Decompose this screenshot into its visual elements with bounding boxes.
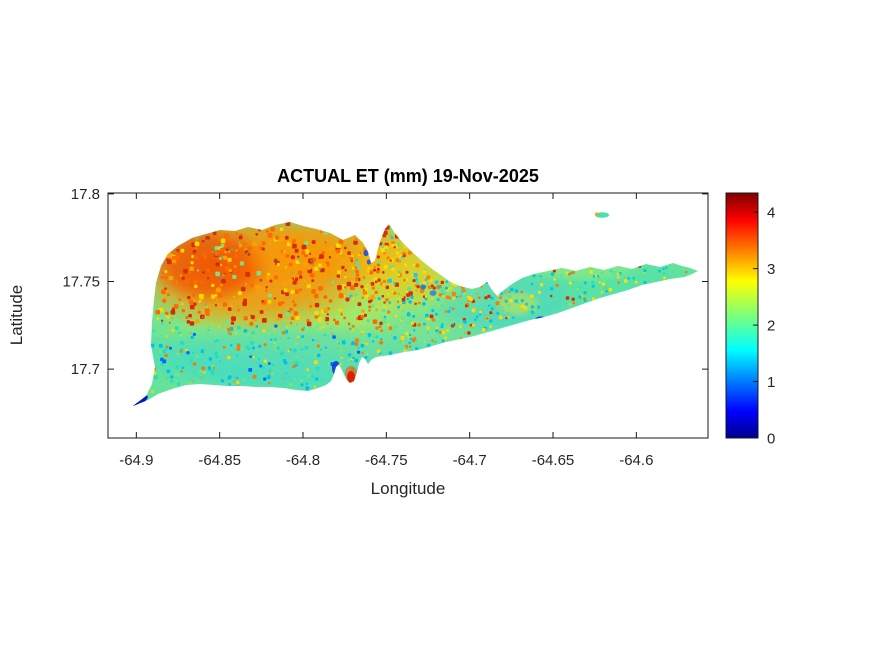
y-axis-label: Latitude	[7, 285, 26, 346]
south-lagoon-blue-patch	[332, 361, 340, 375]
north-shore-low-dab-b	[429, 290, 437, 296]
x-tick-label: -64.9	[119, 452, 153, 469]
island-shading	[133, 222, 698, 396]
x-tick-label: -64.6	[619, 452, 653, 469]
bay-west-dark-spot	[484, 278, 490, 284]
x-tick-label: -64.75	[365, 452, 408, 469]
plot-render-layer: -64.9 -64.85 -64.8 -64.75 -64.7 -64.65 -64.6 17…	[62, 186, 775, 469]
x-tick-label: -64.8	[286, 452, 320, 469]
plot-box	[107, 192, 709, 439]
x-tick-label: -64.65	[532, 452, 575, 469]
great-pond-dark-spot	[534, 316, 548, 328]
y-tick-label: 17.7	[71, 361, 100, 378]
north-shore-low-dab-c	[460, 281, 466, 287]
sandy-point-low-et-streak	[133, 395, 148, 406]
island-texture	[150, 222, 688, 393]
buck-islet-high-dot	[595, 212, 599, 216]
y-tick-label: 17.8	[71, 186, 100, 203]
x-tick-label: -64.85	[198, 452, 241, 469]
salt-river-low-spot-a	[363, 249, 369, 257]
colorbar-tick-label: 3	[767, 261, 775, 278]
colorbar-tick-label: 1	[767, 374, 775, 391]
salt-river-low-spot-b	[366, 259, 372, 265]
y-tick-label: 17.75	[62, 274, 100, 291]
colorbar-tick-label: 4	[767, 205, 775, 222]
plot-title: ACTUAL ET (mm) 19-Nov-2025	[277, 166, 539, 186]
great-pond-core	[536, 320, 544, 326]
sandy-point-low-et-core	[133, 401, 139, 406]
south-coast-high-et-spot	[347, 371, 355, 383]
colorbar-tick-label: 2	[767, 318, 775, 335]
colorbar	[725, 192, 759, 439]
colorbar-tick-label: 0	[767, 431, 775, 448]
x-tick-label: -64.7	[453, 452, 487, 469]
north-shore-low-dab-a	[420, 284, 426, 290]
x-axis-label: Longitude	[371, 479, 446, 498]
